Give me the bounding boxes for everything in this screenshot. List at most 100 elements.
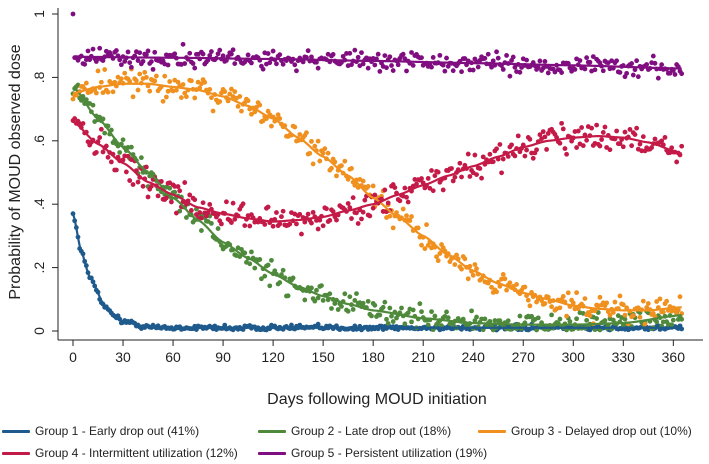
data-point bbox=[450, 178, 456, 184]
data-point bbox=[489, 284, 494, 290]
data-point bbox=[229, 51, 234, 57]
data-point bbox=[97, 45, 103, 51]
data-point bbox=[314, 59, 319, 65]
data-point bbox=[494, 146, 499, 152]
data-point bbox=[372, 302, 378, 308]
data-point bbox=[342, 158, 348, 164]
data-point bbox=[285, 293, 291, 299]
data-point bbox=[340, 53, 346, 59]
fitted-lines-layer bbox=[71, 55, 682, 329]
data-point bbox=[339, 304, 344, 309]
fitted-line-group-2 bbox=[72, 86, 682, 326]
data-point bbox=[370, 205, 376, 211]
y-tick-label: .6 bbox=[31, 135, 47, 147]
y-tick-label: 0 bbox=[31, 327, 47, 335]
data-point bbox=[527, 303, 533, 309]
x-tick-label: 330 bbox=[612, 349, 636, 365]
x-tick-label: 240 bbox=[462, 349, 486, 365]
data-point bbox=[362, 197, 368, 203]
data-point bbox=[422, 246, 428, 252]
fitted-line-group-5 bbox=[73, 55, 682, 70]
data-point bbox=[504, 53, 509, 58]
data-point bbox=[472, 262, 478, 267]
data-point bbox=[390, 225, 396, 231]
data-point bbox=[148, 59, 154, 65]
x-tick-label: 0 bbox=[69, 349, 77, 365]
scatter-points-layer bbox=[70, 11, 685, 333]
data-point bbox=[525, 297, 531, 303]
data-point bbox=[177, 188, 183, 194]
data-point bbox=[117, 150, 123, 155]
data-point bbox=[407, 218, 413, 224]
data-point bbox=[597, 294, 603, 300]
data-point bbox=[175, 184, 181, 189]
data-point bbox=[317, 217, 323, 223]
data-point bbox=[227, 91, 233, 97]
data-point bbox=[304, 130, 309, 136]
data-point bbox=[587, 59, 593, 65]
data-point bbox=[410, 307, 416, 313]
data-point bbox=[190, 61, 196, 66]
data-point bbox=[347, 294, 353, 300]
data-point bbox=[100, 149, 106, 155]
data-point bbox=[462, 56, 468, 61]
data-point bbox=[600, 68, 606, 74]
data-point bbox=[200, 200, 206, 206]
data-point bbox=[173, 87, 179, 93]
data-point bbox=[280, 267, 286, 273]
data-point bbox=[559, 120, 564, 126]
data-point bbox=[128, 64, 134, 70]
data-point bbox=[542, 301, 548, 306]
data-point bbox=[564, 151, 569, 157]
series-points-group-2 bbox=[70, 82, 685, 333]
data-point bbox=[345, 201, 351, 206]
data-point bbox=[527, 136, 533, 142]
data-point bbox=[237, 94, 243, 99]
data-point bbox=[350, 195, 356, 201]
data-point bbox=[559, 70, 564, 75]
legend-label-group-2: Group 2 - Late drop out (18%) bbox=[291, 424, 452, 438]
data-point bbox=[465, 151, 471, 157]
data-point bbox=[277, 116, 283, 121]
data-point bbox=[257, 257, 263, 262]
data-point bbox=[125, 49, 131, 55]
data-point bbox=[390, 319, 396, 324]
data-point bbox=[622, 316, 628, 322]
data-point bbox=[319, 283, 324, 289]
data-point bbox=[355, 221, 361, 226]
data-point bbox=[629, 61, 635, 66]
data-point bbox=[542, 134, 548, 140]
legend-label-group-1: Group 1 - Early drop out (41%) bbox=[35, 424, 200, 438]
data-point bbox=[342, 291, 348, 297]
data-point bbox=[359, 216, 364, 222]
data-point bbox=[459, 69, 464, 75]
legend-swatch-group-2 bbox=[258, 429, 286, 433]
data-point bbox=[279, 214, 284, 220]
data-point bbox=[153, 73, 159, 79]
data-point bbox=[385, 321, 391, 326]
data-point bbox=[505, 154, 511, 159]
data-point bbox=[440, 187, 446, 193]
data-point bbox=[382, 53, 388, 58]
data-point bbox=[143, 52, 149, 58]
data-point bbox=[389, 313, 394, 319]
data-point bbox=[140, 183, 146, 189]
data-point bbox=[444, 309, 449, 315]
legend: Group 1 - Early drop out (41%) Group 2 -… bbox=[0, 420, 709, 464]
data-point bbox=[207, 53, 213, 58]
x-tick-label: 30 bbox=[115, 349, 131, 365]
data-point bbox=[359, 50, 364, 56]
data-point bbox=[120, 157, 126, 163]
data-point bbox=[574, 290, 580, 296]
data-point bbox=[427, 185, 433, 191]
data-point bbox=[435, 169, 441, 175]
data-point bbox=[280, 61, 286, 67]
data-point bbox=[314, 287, 319, 293]
data-point bbox=[252, 265, 258, 271]
data-point bbox=[382, 187, 388, 193]
data-point bbox=[135, 87, 141, 93]
fitted-line-group-3 bbox=[72, 82, 682, 312]
data-point bbox=[117, 57, 123, 63]
data-point bbox=[167, 79, 173, 84]
data-point bbox=[630, 313, 636, 318]
